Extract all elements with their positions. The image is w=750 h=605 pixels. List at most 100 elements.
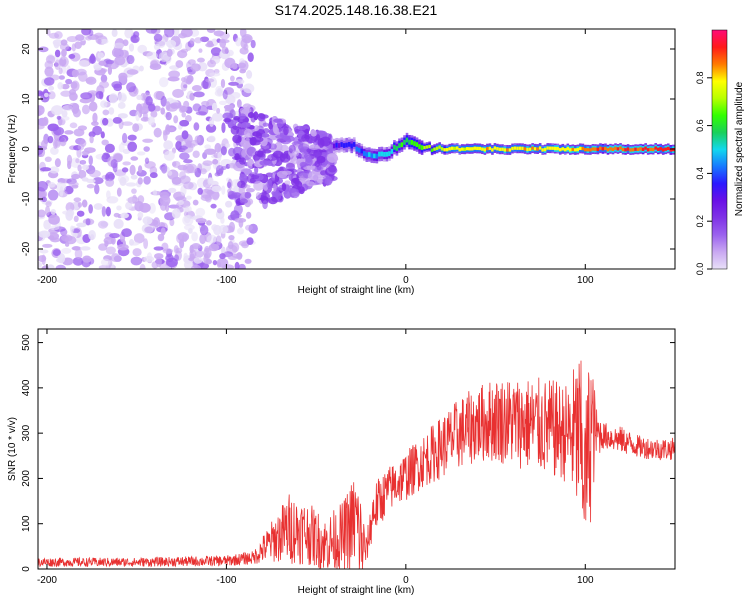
heatmap-cell — [147, 103, 156, 112]
snr-x-ticks: -200 -100 0 100 — [37, 329, 594, 586]
heatmap-cell — [93, 203, 104, 210]
heatmap-cell — [130, 156, 139, 161]
heatmap-cell — [268, 196, 278, 205]
heatmap-cell — [105, 59, 114, 65]
heatmap-cell — [193, 257, 203, 264]
heatmap-cell — [221, 46, 229, 54]
spectrogram-x-ticks: -200 -100 0 100 — [37, 29, 594, 286]
heatmap-cell — [216, 257, 229, 268]
heatmap-ridge-cell — [478, 146, 482, 151]
heatmap-cell — [245, 137, 250, 144]
heatmap-cell — [58, 56, 69, 68]
spectrogram-y-label: Frequency (Hz) — [7, 115, 18, 184]
heatmap-cell — [275, 192, 281, 201]
heatmap-ridge-cell — [631, 148, 635, 152]
heatmap-cell — [254, 125, 260, 132]
heatmap-cell — [234, 153, 240, 161]
heatmap-cell — [54, 49, 61, 58]
heatmap-cell — [220, 78, 226, 89]
heatmap-cell — [100, 74, 108, 83]
heatmap-cell — [102, 109, 110, 116]
heatmap-cell — [223, 118, 232, 123]
heatmap-cell — [205, 78, 215, 83]
heatmap-ridge-cell — [636, 147, 640, 152]
heatmap-cell — [100, 258, 111, 267]
heatmap-ridge-cell — [476, 146, 479, 151]
heatmap-cell — [160, 163, 168, 174]
heatmap-cell — [250, 174, 260, 180]
heatmap-ridge-cell — [556, 146, 560, 151]
heatmap-cell — [195, 217, 207, 224]
spectrogram-x-tick-label: 0 — [403, 275, 409, 286]
colorbar-tick-label: 0.6 — [695, 119, 705, 132]
heatmap-ridge-cell — [574, 148, 577, 152]
heatmap-cell — [142, 138, 154, 143]
heatmap-cell — [228, 255, 238, 261]
heatmap-cell — [116, 187, 122, 197]
heatmap-ridge-cell — [448, 147, 452, 151]
heatmap-cell — [137, 165, 143, 173]
heatmap-cell — [49, 225, 60, 231]
heatmap-ridge-cell — [430, 148, 434, 152]
heatmap-cell — [58, 67, 63, 75]
heatmap-cell — [257, 113, 266, 122]
heatmap-cell — [178, 105, 186, 114]
heatmap-ridge-cell — [458, 148, 462, 152]
heatmap-cell — [307, 172, 318, 181]
heatmap-ridge-cell — [418, 144, 421, 149]
heatmap-cell — [165, 101, 171, 111]
heatmap-ridge-cell — [538, 146, 542, 150]
snr-y-tick-label: 0 — [21, 566, 32, 572]
heatmap-ridge-cell — [337, 143, 341, 148]
heatmap-cell — [42, 243, 53, 248]
heatmap-ridge-cell — [651, 147, 655, 152]
heatmap-cell — [231, 91, 241, 99]
heatmap-cell — [152, 189, 158, 196]
heatmap-cell — [153, 217, 161, 228]
heatmap-cell — [211, 189, 220, 201]
heatmap-cell — [244, 224, 253, 231]
heatmap-cell — [244, 191, 252, 199]
heatmap-cell — [144, 226, 154, 234]
heatmap-cell — [228, 81, 239, 86]
spectrogram-y-ticks: -20 -10 0 10 20 — [21, 43, 675, 256]
heatmap-cell — [75, 158, 80, 164]
heatmap-ridge-cell — [659, 147, 663, 151]
heatmap-cell — [291, 150, 300, 157]
heatmap-cell — [81, 150, 90, 155]
heatmap-cell — [43, 219, 51, 230]
heatmap-cell — [212, 158, 219, 165]
heatmap-cell — [137, 195, 145, 204]
heatmap-ridge-cell — [425, 145, 429, 149]
heatmap-ridge-cell — [619, 146, 622, 150]
heatmap-ridge-cell — [388, 151, 391, 157]
heatmap-ridge-cell — [536, 147, 539, 151]
heatmap-cell — [99, 80, 110, 89]
heatmap-cell — [327, 153, 337, 158]
heatmap-cell — [104, 240, 109, 247]
heatmap-cell — [69, 225, 75, 233]
heatmap-ridge-cell — [586, 148, 590, 152]
heatmap-cell — [137, 44, 148, 54]
heatmap-ridge-cell — [375, 153, 379, 159]
heatmap-ridge-cell — [531, 146, 534, 150]
heatmap-ridge-cell — [440, 147, 444, 151]
heatmap-cell — [117, 102, 126, 109]
heatmap-ridge-cell — [360, 148, 364, 154]
heatmap-cell — [77, 125, 88, 131]
heatmap-cell — [168, 187, 177, 193]
heatmap-ridge-cell — [415, 142, 419, 148]
heatmap-cell — [238, 113, 247, 120]
heatmap-cell — [239, 29, 247, 38]
heatmap-cell — [143, 238, 149, 250]
heatmap-cell — [173, 115, 179, 124]
heatmap-cell — [136, 151, 146, 156]
heatmap-ridge-cell — [533, 147, 537, 151]
heatmap-cell — [183, 252, 188, 261]
heatmap-ridge-cell — [581, 146, 585, 151]
heatmap-cell — [124, 29, 134, 39]
heatmap-cell — [38, 105, 45, 116]
heatmap-cell — [65, 78, 73, 85]
heatmap-cell — [59, 43, 70, 51]
heatmap-cell — [173, 245, 179, 254]
